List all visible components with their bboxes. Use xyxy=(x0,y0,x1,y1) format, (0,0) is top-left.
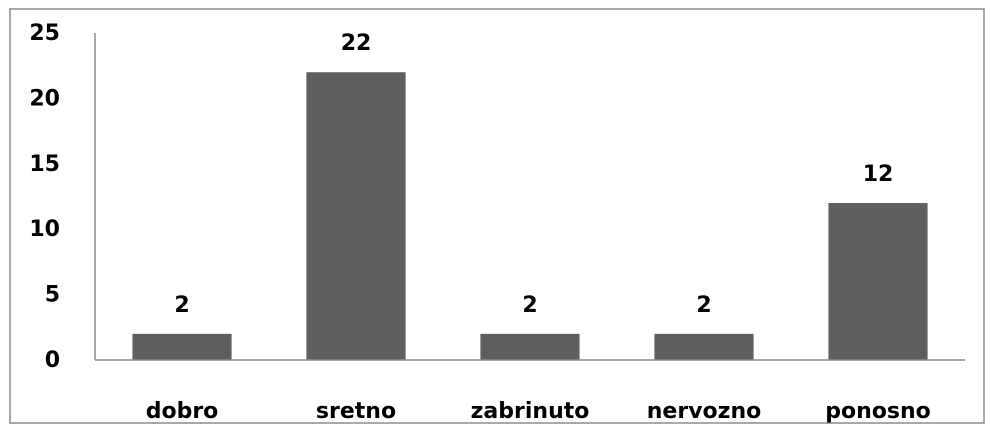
y-tick-label: 10 xyxy=(29,217,60,242)
y-tick-label: 15 xyxy=(29,152,60,177)
y-tick-label: 20 xyxy=(29,86,60,111)
x-tick-label-ponosno: ponosno xyxy=(825,399,931,424)
data-label-sretno: 22 xyxy=(341,31,372,56)
bars-group xyxy=(132,72,928,361)
bar-sretno xyxy=(306,72,406,361)
y-axis-ticks: 0 5 10 15 20 25 xyxy=(29,21,60,373)
x-tick-label-sretno: sretno xyxy=(316,399,396,424)
bar-ponosno xyxy=(828,203,928,360)
data-label-dobro: 2 xyxy=(174,293,189,318)
data-label-nervozno: 2 xyxy=(696,293,711,318)
x-tick-label-zabrinuto: zabrinuto xyxy=(471,399,590,424)
y-tick-label: 25 xyxy=(29,21,60,46)
bar-nervozno xyxy=(654,333,754,360)
x-tick-label-dobro: dobro xyxy=(146,399,219,424)
data-label-ponosno: 12 xyxy=(863,162,894,187)
bar-dobro xyxy=(132,333,232,360)
chart-frame xyxy=(9,8,985,424)
x-tick-label-nervozno: nervozno xyxy=(647,399,761,424)
y-tick-label: 5 xyxy=(45,283,60,308)
y-tick-label: 0 xyxy=(45,348,60,373)
x-axis-labels: dobro sretno zabrinuto nervozno ponosno xyxy=(146,399,931,424)
data-label-zabrinuto: 2 xyxy=(522,293,537,318)
bar-zabrinuto xyxy=(480,333,580,360)
